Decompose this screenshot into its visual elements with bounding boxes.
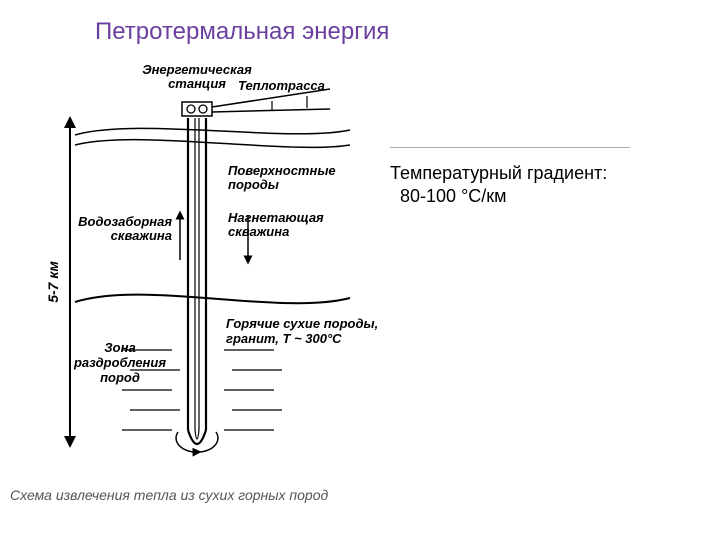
label-hot-rocks: Горячие сухие породы,гранит, T ~ 300°С (226, 316, 378, 346)
page-title: Петротермальная энергия (95, 18, 389, 46)
label-pipeline: Теплотрасса (238, 78, 325, 93)
label-fracture-zone: Зонараздробленияпород (73, 340, 166, 385)
label-surface-rocks: Поверхностныепороды (228, 163, 336, 192)
power-station (182, 102, 212, 116)
gradient-line2: 80-100 °С/км (400, 186, 507, 206)
wells (188, 118, 206, 444)
label-station: Энергетическаястанция (142, 62, 252, 91)
gradient-text: Температурный градиент: 80-100 °С/км (390, 162, 607, 209)
gradient-divider (390, 147, 630, 148)
depth-label: 5-7 км (45, 261, 61, 303)
label-intake-well: Водозаборнаяскважина (78, 214, 172, 243)
slide: Петротермальная энергия Температурный гр… (0, 0, 720, 540)
caption: Схема извлечения тепла из сухих горных п… (10, 487, 328, 503)
circulation-arrows (176, 432, 218, 452)
gradient-line1: Температурный градиент: (390, 163, 607, 183)
mid-layer-boundary (75, 295, 350, 304)
surface-line-2 (75, 140, 350, 148)
surface-line-1 (75, 128, 350, 135)
diagram: 5-7 км Энергетическаястанция Теплотрасса… (10, 50, 390, 510)
label-injection-well: Нагнетающаяскважина (228, 210, 324, 239)
